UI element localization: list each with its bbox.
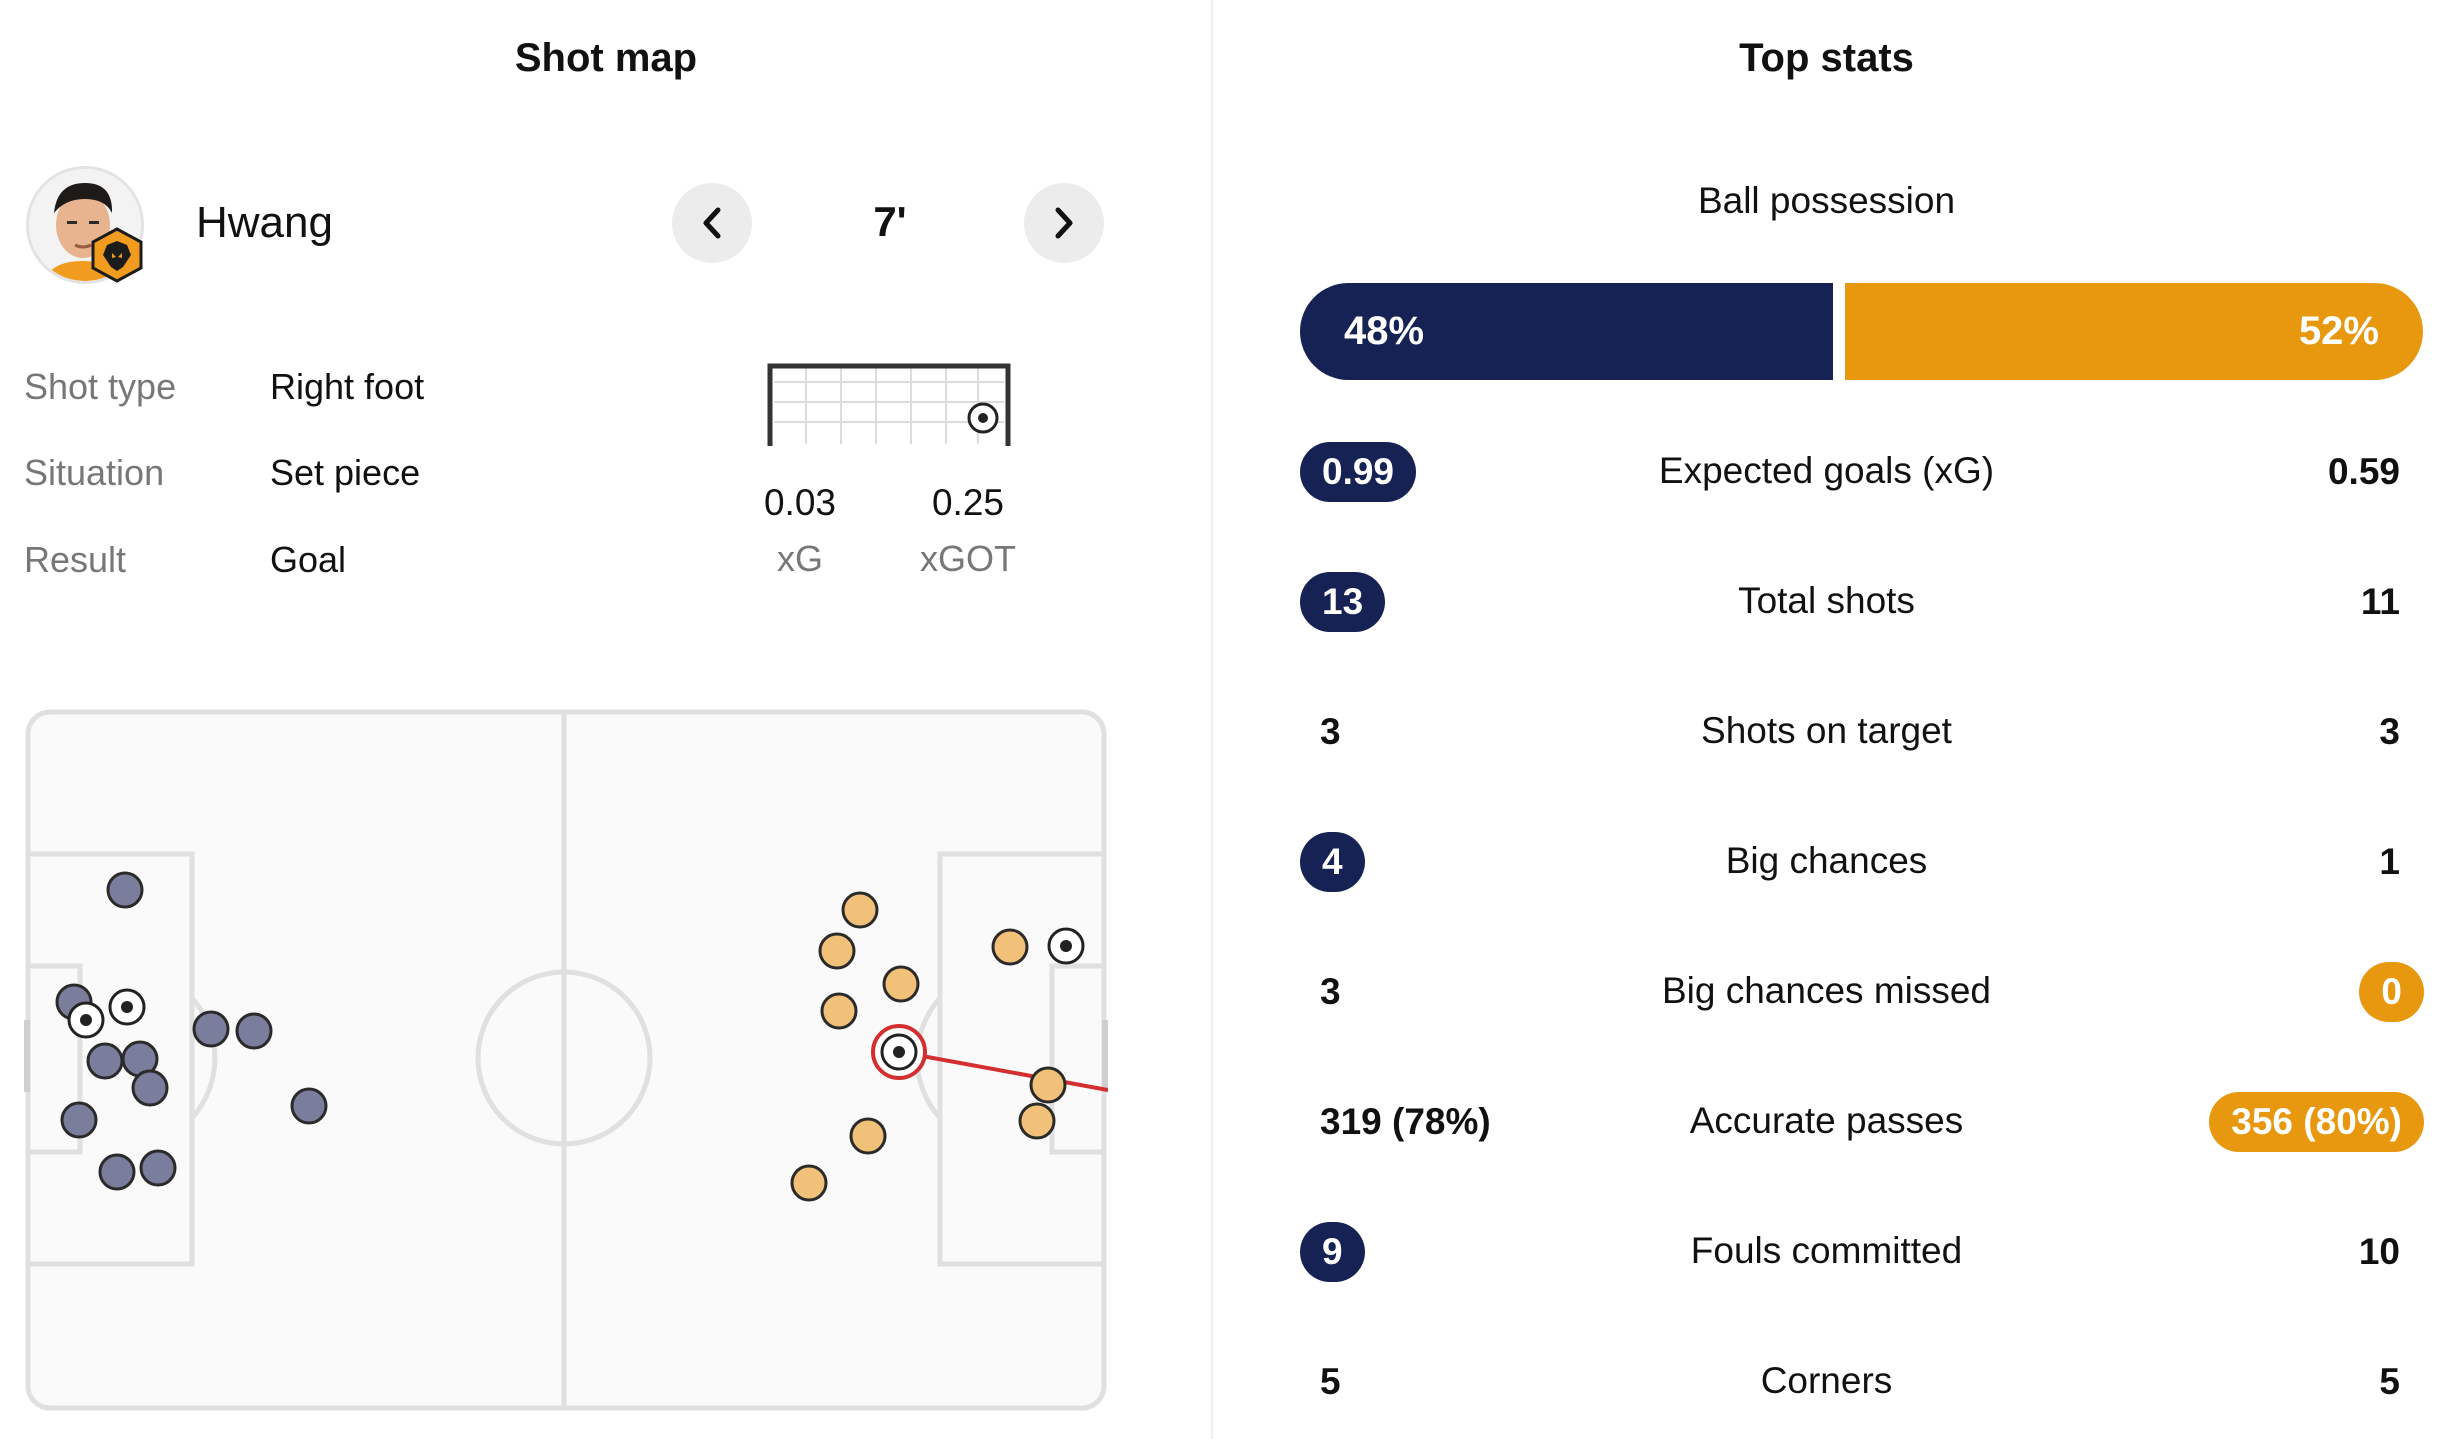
- next-shot-button[interactable]: [1024, 183, 1104, 263]
- home-shot[interactable]: [192, 1010, 230, 1048]
- result-label: Result: [24, 539, 127, 580]
- situation-value: Set piece: [270, 452, 421, 493]
- shot-minute: 7': [873, 198, 907, 245]
- wolves-badge-icon: [91, 227, 143, 283]
- stat-label: Shots on target: [1701, 710, 1952, 751]
- stat-away-value: 0.59: [2327, 451, 2400, 492]
- stat-row: Expected goals (xG) 0.99 0.59: [1213, 436, 2440, 506]
- home-shot[interactable]: [86, 1042, 124, 1080]
- stat-label: Accurate passes: [1689, 1100, 1964, 1141]
- home-shot[interactable]: [131, 1069, 169, 1107]
- stat-label: Corners: [1760, 1360, 1893, 1401]
- stat-away-value: 0: [2359, 962, 2424, 1022]
- stat-label: Fouls committed: [1690, 1230, 1963, 1271]
- stat-home-value: 13: [1300, 572, 1386, 632]
- stat-row: Corners 5 5: [1213, 1346, 2440, 1416]
- stat-away-value: 5: [2379, 1361, 2400, 1402]
- away-shot[interactable]: [882, 965, 920, 1003]
- home-goal-icon[interactable]: [67, 1001, 105, 1039]
- stat-row: Accurate passes 319 (78%) 356 (80%): [1213, 1086, 2440, 1156]
- stat-away-value: 3: [2379, 711, 2400, 752]
- home-goal-icon[interactable]: [108, 988, 146, 1026]
- stat-label: Big chances: [1725, 840, 1928, 881]
- xg-label: xG: [776, 538, 823, 579]
- home-shots: [55, 871, 328, 1191]
- top-stats-panel: Top stats Ball possession 48% 52% Expect…: [1213, 0, 2440, 1439]
- away-shots: [790, 891, 1108, 1202]
- possession-home: 48%: [1300, 283, 1833, 380]
- xg-value: 0.03: [763, 482, 836, 523]
- pitch-shot-map[interactable]: [24, 708, 1108, 1412]
- result-value: Goal: [270, 539, 347, 580]
- xgot-label: xGOT: [920, 538, 1016, 579]
- shot-trajectory-line: [899, 1050, 1108, 1092]
- shot-map-panel: Shot map Hwang 7': [0, 0, 1212, 1439]
- shot-type-value: Right foot: [270, 366, 425, 407]
- xgot-value: 0.25: [931, 482, 1004, 523]
- home-shot[interactable]: [60, 1101, 98, 1139]
- stat-row: Big chances 4 1: [1213, 826, 2440, 896]
- home-shot[interactable]: [139, 1149, 177, 1187]
- stat-row: Fouls committed 9 10: [1213, 1216, 2440, 1286]
- away-shot[interactable]: [818, 932, 856, 970]
- stat-home-value: 0.99: [1300, 442, 1417, 502]
- chevron-right-icon: [1055, 207, 1073, 239]
- panel-divider: [1211, 0, 1213, 1439]
- ball-in-goal-icon: [967, 402, 999, 434]
- stat-label: Total shots: [1738, 580, 1915, 621]
- stat-home-value: 3: [1320, 711, 1341, 752]
- away-shot[interactable]: [991, 928, 1029, 966]
- away-shot[interactable]: [841, 891, 879, 929]
- home-shot[interactable]: [98, 1153, 136, 1191]
- stat-home-value: 9: [1300, 1222, 1365, 1282]
- stat-away-value: 1: [2379, 841, 2400, 882]
- stat-home-value: 4: [1300, 832, 1365, 892]
- shot-map-title: Shot map: [514, 36, 698, 80]
- stat-label: Expected goals (xG): [1658, 450, 1995, 491]
- away-shot[interactable]: [1029, 1066, 1067, 1104]
- home-shot[interactable]: [106, 871, 144, 909]
- stat-row: Shots on target 3 3: [1213, 696, 2440, 766]
- stat-row: Total shots 13 11: [1213, 566, 2440, 636]
- previous-shot-button[interactable]: [672, 183, 752, 263]
- stat-home-value: 319 (78%): [1320, 1101, 1491, 1142]
- away-shot[interactable]: [849, 1117, 887, 1155]
- possession-away: 52%: [1845, 283, 2423, 380]
- situation-label: Situation: [24, 452, 165, 493]
- stat-home-value: 5: [1320, 1361, 1341, 1402]
- selected-shot-goal-icon[interactable]: [871, 1024, 927, 1080]
- shot-type-label: Shot type: [24, 366, 177, 407]
- stat-away-value: 356 (80%): [2209, 1092, 2424, 1152]
- possession-bar: 48% 52%: [1300, 283, 2423, 380]
- player-name[interactable]: Hwang: [196, 198, 333, 247]
- home-shot[interactable]: [290, 1087, 328, 1125]
- home-shot[interactable]: [235, 1012, 273, 1050]
- goal-frame-icon: [767, 363, 1011, 446]
- stat-away-value: 10: [2358, 1231, 2400, 1272]
- stat-home-value: 3: [1320, 971, 1341, 1012]
- possession-label: Ball possession: [1697, 180, 1956, 221]
- chevron-left-icon: [703, 207, 721, 239]
- away-goal-icon[interactable]: [1047, 927, 1085, 965]
- top-stats-title: Top stats: [1739, 36, 1914, 80]
- stat-row: Big chances missed 3 0: [1213, 956, 2440, 1026]
- away-shot[interactable]: [1018, 1102, 1056, 1140]
- stat-away-value: 11: [2360, 581, 2400, 622]
- away-shot[interactable]: [790, 1164, 828, 1202]
- stat-label: Big chances missed: [1661, 970, 1992, 1011]
- away-shot[interactable]: [820, 992, 858, 1030]
- player-avatar[interactable]: [26, 166, 144, 284]
